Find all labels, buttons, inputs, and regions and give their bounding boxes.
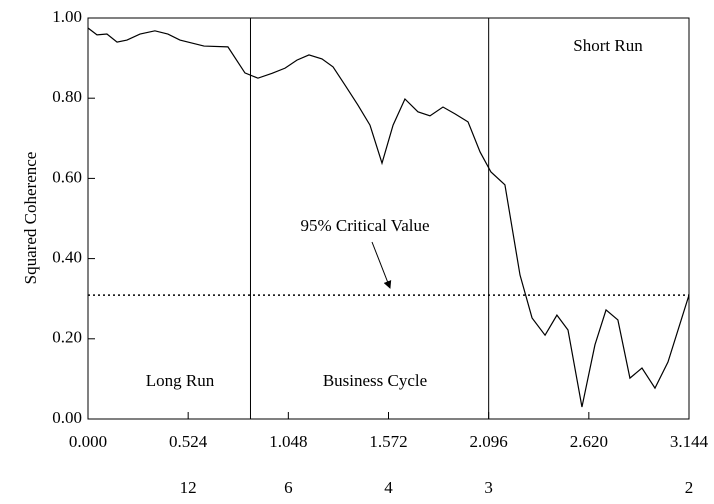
x2-tick-label: 4 [384,478,393,497]
y-axis-label: Squared Coherence [21,152,40,285]
y-tick-label: 0.40 [52,248,82,267]
arrow [371,241,392,289]
annotation: Business Cycle [323,371,427,390]
x2-tick-label: 6 [284,478,293,497]
x-tick-label: 1.048 [269,432,307,451]
x-tick-label: 0.524 [169,432,208,451]
x-tick-label: 1.572 [369,432,407,451]
y-tick-label: 1.00 [52,7,82,26]
x2-tick-label: 12 [180,478,197,497]
y-tick-label: 0.60 [52,167,82,186]
x-tick-label: 0.000 [69,432,107,451]
annotation: Short Run [573,36,643,55]
data-line [87,27,690,408]
y-tick-label: 0.80 [52,87,82,106]
x2-tick-label: 3 [484,478,493,497]
y-tick-label: 0.00 [52,408,82,427]
x2-tick-label: 2 [685,478,694,497]
x-tick-label: 3.144 [670,432,709,451]
y-tick-label: 0.20 [52,328,82,347]
x-tick-label: 2.620 [570,432,608,451]
annotation: Long Run [146,371,215,390]
x-tick-label: 2.096 [470,432,508,451]
annotation: 95% Critical Value [300,216,429,235]
